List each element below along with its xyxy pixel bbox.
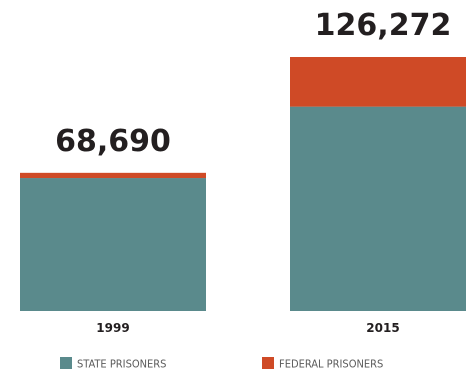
bars-group — [20, 57, 466, 311]
bar-1999-federal — [20, 172, 206, 179]
bar-2015-state — [290, 106, 466, 311]
category-label-2015: 2015 — [366, 321, 399, 335]
legend-label-state: STATE PRISONERS — [77, 358, 166, 371]
bar-1999-state — [20, 178, 206, 311]
total-labels-group: 68,690 126,272 — [55, 8, 451, 159]
category-label-1999: 1999 — [96, 321, 129, 335]
total-label-2015: 126,272 — [315, 8, 452, 43]
legend: STATE PRISONERS FEDERAL PRISONERS — [60, 357, 383, 371]
legend-swatch-state — [60, 357, 72, 369]
bar-2015-federal — [290, 57, 466, 107]
legend-swatch-federal — [262, 357, 274, 369]
category-labels-group: 1999 2015 — [96, 321, 399, 335]
total-label-1999: 68,690 — [55, 124, 171, 159]
legend-label-federal: FEDERAL PRISONERS — [279, 358, 383, 371]
